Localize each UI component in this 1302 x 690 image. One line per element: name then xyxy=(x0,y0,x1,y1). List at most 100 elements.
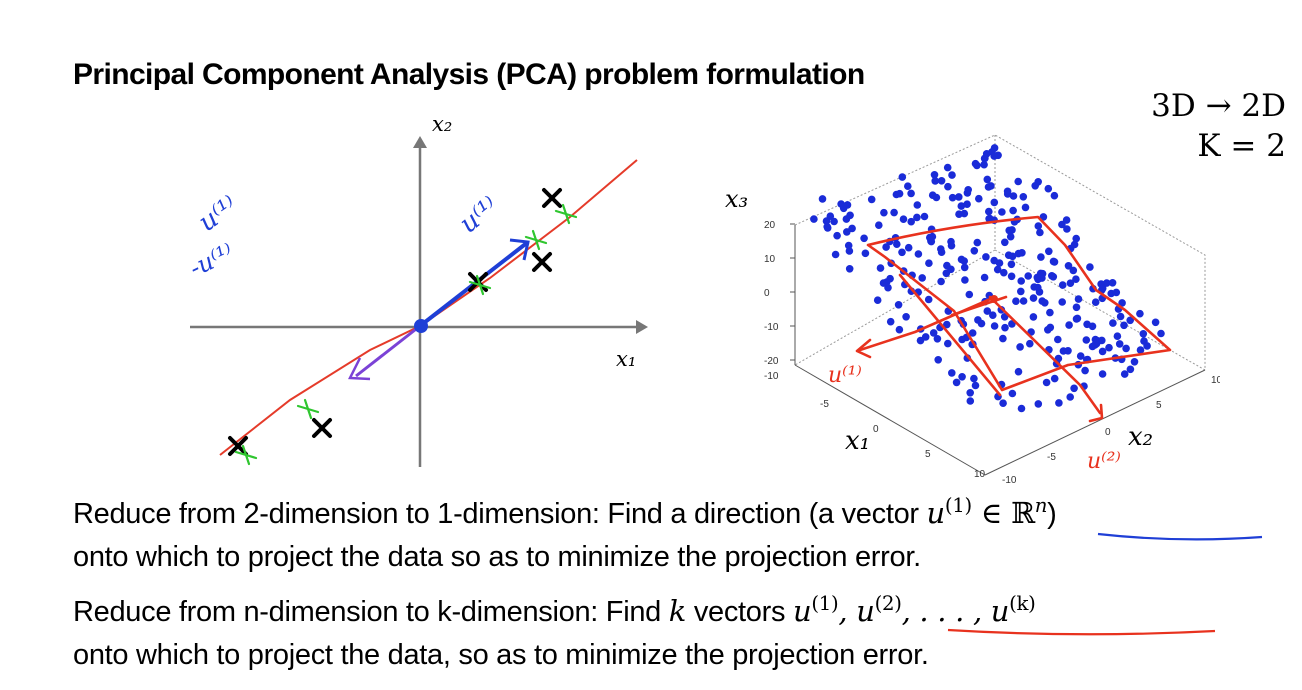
scatter-point xyxy=(975,194,983,203)
scatter-point xyxy=(1082,336,1091,344)
z-tick-label: 0 xyxy=(764,288,770,299)
y-tick-label: 0 xyxy=(1105,427,1111,438)
scatter-point xyxy=(845,265,854,273)
scatter-point xyxy=(1070,384,1078,393)
scatter-point xyxy=(1021,203,1030,212)
scatter-point xyxy=(1063,225,1071,233)
scatter-point xyxy=(1050,191,1059,200)
scatter-point xyxy=(904,182,912,190)
scatter-point xyxy=(1066,393,1074,401)
scatter-point xyxy=(1073,314,1082,323)
scatter-point xyxy=(981,154,989,163)
data-point-x xyxy=(228,436,248,456)
line1-u: u xyxy=(926,496,946,530)
scatter-point xyxy=(1118,299,1126,307)
blue-underline xyxy=(1097,532,1263,541)
scatter-point xyxy=(846,211,854,220)
scatter-point xyxy=(1034,400,1043,408)
scatter-point xyxy=(1126,316,1134,325)
scatter-point xyxy=(822,217,831,225)
scatter-point xyxy=(990,322,999,330)
scatter-point xyxy=(1069,266,1078,275)
projected-point xyxy=(468,274,492,296)
scatter-point xyxy=(914,250,923,258)
y-tick-label: -5 xyxy=(1047,452,1056,463)
scatter-point xyxy=(1050,374,1059,383)
y-tick-label: -10 xyxy=(1002,475,1017,485)
scatter-point xyxy=(971,159,980,168)
u1-arrowhead xyxy=(509,238,530,261)
scatter-point xyxy=(958,373,966,381)
scatter-point xyxy=(980,160,988,169)
scatter-point xyxy=(955,193,963,201)
plot3d-axes xyxy=(794,225,1206,476)
scatter-point xyxy=(895,325,904,334)
scatter-point xyxy=(893,240,901,248)
scatter-point xyxy=(1120,321,1128,330)
scatter-point xyxy=(1042,378,1051,387)
red-underline xyxy=(947,628,1216,636)
scatter-point xyxy=(985,207,993,216)
scatter-point xyxy=(1064,262,1073,270)
x-tick-label: -5 xyxy=(820,399,829,410)
x-tick-label: 0 xyxy=(873,424,879,435)
scatter-point xyxy=(930,171,939,179)
scatter-point xyxy=(1044,184,1053,193)
data-point-x xyxy=(542,188,562,208)
scatter-point xyxy=(1029,294,1038,302)
scatter-point xyxy=(831,250,840,259)
line3-sup3: (k) xyxy=(1009,592,1036,616)
scatter-point xyxy=(1019,193,1028,201)
scatter-point xyxy=(960,257,968,265)
scatter-point xyxy=(1050,258,1059,266)
scatter-point xyxy=(1130,358,1139,366)
scatter-point xyxy=(1058,298,1066,306)
scatter-point xyxy=(886,317,895,326)
scatter-point xyxy=(1072,303,1081,312)
scatter-point xyxy=(943,163,952,172)
x-tick-label: 10 xyxy=(974,469,986,480)
scatter-point xyxy=(925,259,933,267)
principal-plane xyxy=(855,215,1172,423)
line1-suffix: ) xyxy=(1047,498,1057,530)
scatter-point xyxy=(1072,275,1080,283)
projection-line xyxy=(219,159,638,456)
data-point-x xyxy=(532,252,552,272)
text-line-1: Reduce from 2-dimension to 1-dimension: … xyxy=(73,496,1057,531)
scatter-point xyxy=(990,256,998,265)
scatter-point xyxy=(1017,404,1026,413)
scatter-point xyxy=(983,307,992,315)
scatter-point xyxy=(860,234,868,243)
line3-mid: vectors xyxy=(686,596,793,628)
y-tick-label: 10 xyxy=(1211,375,1220,386)
scatter-point xyxy=(929,329,938,337)
scatter-point xyxy=(993,265,1002,274)
scatter-point xyxy=(1059,347,1068,355)
scatter-point xyxy=(830,217,838,226)
scatter-point xyxy=(1004,251,1013,259)
scatter-point xyxy=(1031,182,1039,190)
u1-3d-label: u⁽¹⁾ xyxy=(828,363,862,388)
scatter-point xyxy=(1035,288,1044,296)
scatter-point xyxy=(961,276,969,284)
scatter-point xyxy=(1009,192,1018,200)
scatter-point xyxy=(1109,319,1117,327)
neg-u1-side-note: -u⁽¹⁾ xyxy=(185,238,238,282)
y-ticks: -10 -5 0 5 10 xyxy=(1002,375,1220,485)
scatter-point xyxy=(1113,332,1122,340)
scatter-point xyxy=(999,334,1007,343)
scatter-point xyxy=(920,212,929,221)
scatter-point xyxy=(948,171,956,179)
scatter-point xyxy=(990,198,999,207)
line1-n-sup: n xyxy=(1034,494,1048,518)
scatter-point xyxy=(1055,399,1063,407)
scatter-point xyxy=(1116,312,1125,321)
line3-dots: , . . . , u xyxy=(901,594,1010,628)
scatter-point xyxy=(1046,308,1054,317)
scatter-point xyxy=(1016,343,1024,351)
scatter-point xyxy=(1009,206,1017,215)
scatter-point xyxy=(989,311,997,319)
scatter-point xyxy=(955,210,963,218)
x2-axis-label: x₂ xyxy=(432,112,452,136)
scatter-point xyxy=(928,232,937,241)
